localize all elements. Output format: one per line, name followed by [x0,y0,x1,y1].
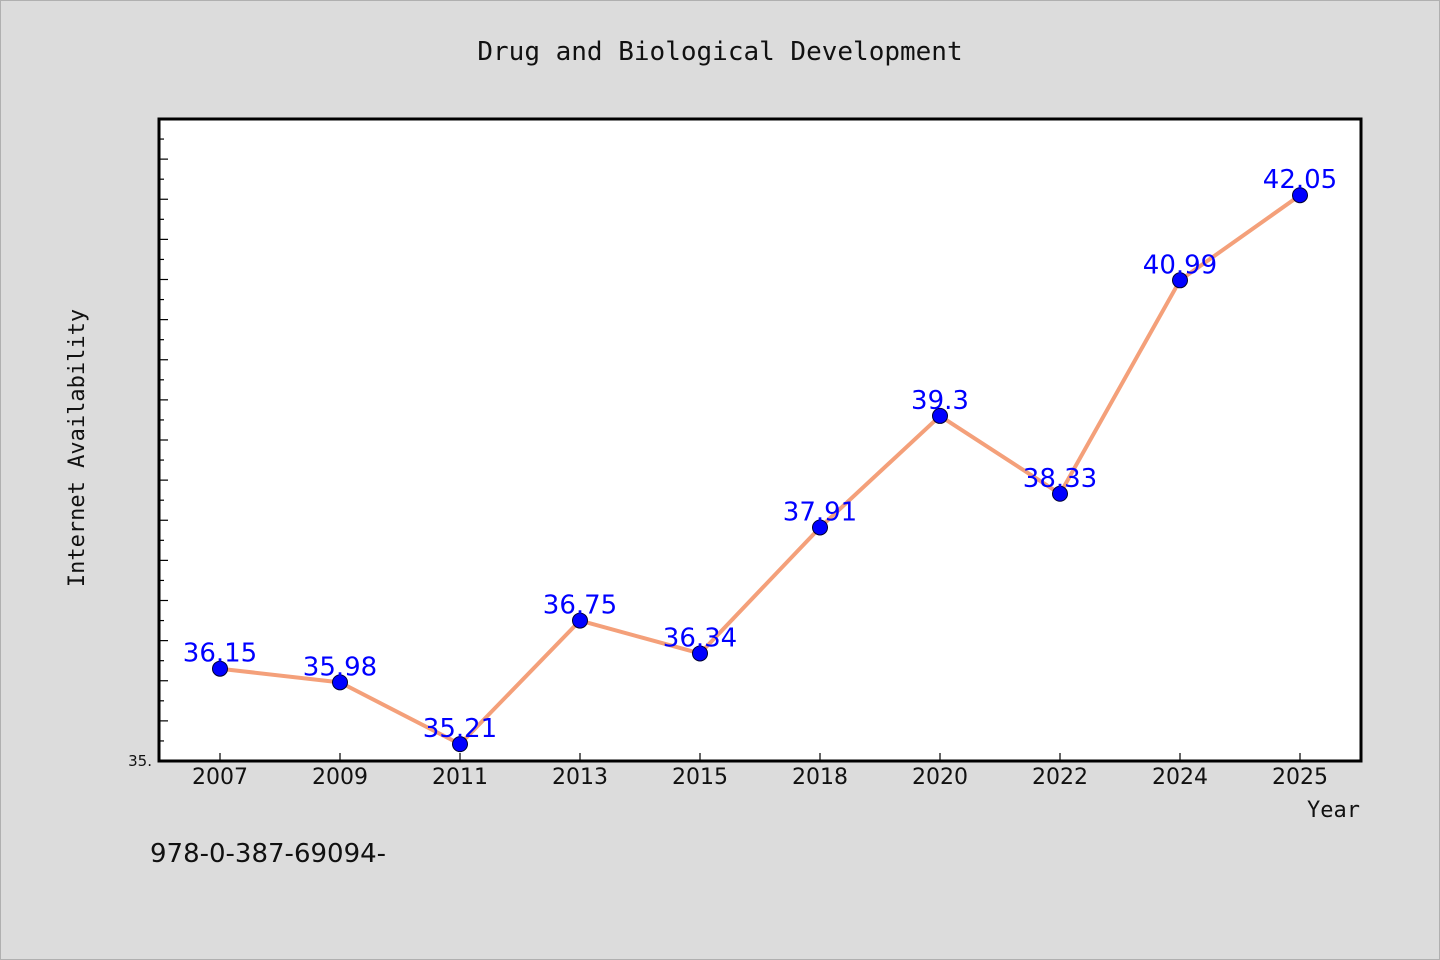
data-point-label: 39.3 [911,386,969,416]
data-point-label: 42.05 [1263,165,1337,195]
series-markers [212,187,1308,753]
x-tick-label: 2011 [432,765,488,790]
data-point-marker [452,736,468,753]
x-axis-ticks [219,753,1301,761]
x-tick-label: 2025 [1272,765,1328,790]
data-point-marker [572,612,588,629]
data-point-label: 36.34 [663,623,737,653]
data-point-marker [332,674,348,691]
x-tick-label: 2009 [312,765,368,790]
data-point-label: 35.21 [423,714,497,744]
data-labels: 36.15 35.98 35.21 36.75 36.34 37.91 39.3 38.33 4… [183,165,1337,744]
x-tick-label: 2018 [792,765,848,790]
data-point-label: 36.15 [183,639,257,669]
x-tick-label: 2024 [1152,765,1208,790]
x-axis-tick-labels: 2007 2009 2011 2013 2015 2018 2020 2022 2024 2025 [192,765,1328,790]
data-point-label: 40.99 [1143,250,1217,280]
series-line [219,193,1302,747]
y-axis-ticks [159,118,168,762]
x-tick-label: 2022 [1032,765,1088,790]
isbn-footer-text: 978-0-387-69094- [150,839,386,869]
x-tick-label: 2015 [672,765,728,790]
x-tick-label: 2013 [552,765,608,790]
data-point-label: 37.91 [783,497,857,527]
plot-area [157,117,1363,763]
data-point-label: 38.33 [1023,464,1097,494]
x-axis-label: Year [1307,798,1360,823]
data-point-marker [212,660,228,677]
data-point-marker [1052,485,1068,502]
data-point-marker [932,407,948,424]
data-point-marker [1292,187,1308,204]
data-point-marker [1172,272,1188,289]
y-axis-min-tick-label: 35. [128,752,152,770]
y-axis-label: Internet Availability [65,309,90,587]
x-tick-label: 2020 [912,765,968,790]
data-point-marker [812,519,828,536]
data-point-label: 36.75 [543,591,617,621]
x-tick-label: 2007 [192,765,248,790]
data-point-label: 35.98 [303,652,377,682]
chart-title: Drug and Biological Development [477,37,962,67]
data-point-marker [692,645,708,662]
